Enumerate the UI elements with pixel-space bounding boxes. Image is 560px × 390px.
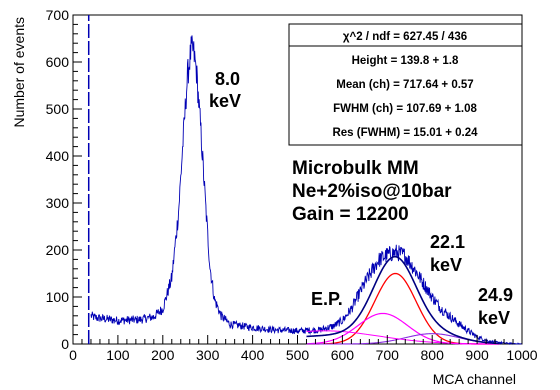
x-tick-label: 100 bbox=[106, 347, 130, 363]
y-tick-label: 500 bbox=[46, 101, 70, 117]
y-tick-label: 100 bbox=[46, 289, 70, 305]
x-tick-label: 500 bbox=[286, 347, 310, 363]
x-tick-label: 400 bbox=[241, 347, 265, 363]
x-tick-label: 700 bbox=[376, 347, 400, 363]
fit-stats-fwhm: FWHM (ch) = 107.69 + 1.08 bbox=[333, 103, 477, 115]
peak3-unit-label: keV bbox=[478, 308, 510, 328]
peak2-energy-label: 22.1 bbox=[430, 232, 465, 252]
detector-label-line2: Ne+2%iso@10bar bbox=[292, 181, 452, 202]
x-axis: 0 100 200 300 400 500 600 700 800 900 1000 bbox=[69, 335, 538, 363]
x-tick-label: 600 bbox=[331, 347, 355, 363]
detector-label-line3: Gain = 12200 bbox=[292, 204, 409, 225]
y-axis: 0 100 200 300 400 500 600 700 bbox=[46, 7, 82, 352]
fit-stats-frame bbox=[288, 23, 523, 146]
x-tick-label: 0 bbox=[69, 347, 77, 363]
x-tick-label: 200 bbox=[151, 347, 175, 363]
y-tick-label: 600 bbox=[46, 54, 70, 70]
x-tick-label: 900 bbox=[465, 347, 489, 363]
fit-stats-mean: Mean (ch) = 717.64 + 0.57 bbox=[336, 79, 473, 91]
x-axis-title: MCA channel bbox=[433, 371, 516, 387]
peak3-energy-label: 24.9 bbox=[478, 285, 513, 305]
x-tick-label: 800 bbox=[421, 347, 445, 363]
peak1-unit-label: keV bbox=[209, 91, 241, 111]
y-tick-label: 400 bbox=[46, 148, 70, 164]
background-fit-curve bbox=[306, 330, 500, 345]
spectrum-series bbox=[90, 35, 523, 346]
total-fit-curve bbox=[306, 255, 500, 345]
fit-stats-chi2: χ^2 / ndf = 627.45 / 436 bbox=[343, 31, 467, 43]
detector-label-line1: Microbulk MM bbox=[292, 158, 419, 179]
fit-stats-box: χ^2 / ndf = 627.45 / 436 Height = 139.8 … bbox=[288, 23, 523, 146]
y-tick-label: 200 bbox=[46, 242, 70, 258]
fit-stats-resolution: Res (FWHM) = 15.01 + 0.24 bbox=[332, 127, 478, 139]
peak2-unit-label: keV bbox=[430, 255, 462, 275]
spectrum-data-layer bbox=[87, 15, 523, 346]
fit-curves-layer bbox=[306, 255, 500, 345]
escape-peak-label: E.P. bbox=[311, 289, 343, 309]
x-tick-label: 300 bbox=[196, 347, 220, 363]
y-axis-title: Number of events bbox=[11, 17, 27, 128]
fit-stats-height: Height = 139.8 + 1.8 bbox=[352, 55, 459, 67]
peak1-energy-label: 8.0 bbox=[215, 69, 240, 89]
y-tick-label: 0 bbox=[61, 336, 69, 352]
y-tick-label: 700 bbox=[46, 7, 70, 23]
y-tick-label: 300 bbox=[46, 195, 70, 211]
x-tick-label: 1000 bbox=[506, 347, 537, 363]
